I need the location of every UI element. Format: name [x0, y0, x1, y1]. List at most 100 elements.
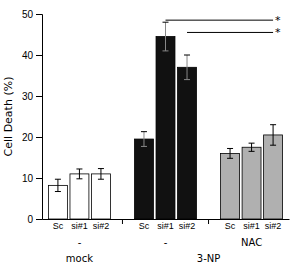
x-axis-line	[43, 219, 290, 220]
group-label: -	[78, 237, 82, 248]
error-bar-stem	[230, 148, 231, 158]
bar	[242, 147, 261, 219]
bar	[264, 135, 283, 219]
error-bar-stem	[187, 55, 188, 80]
x-tick-label: si#1	[243, 221, 260, 231]
group-label: -	[164, 237, 168, 248]
x-tick: si#2	[93, 219, 110, 231]
x-tick-label: si#1	[157, 221, 174, 231]
group-title: mock	[66, 253, 93, 264]
error-bar-stem	[273, 125, 274, 146]
error-bar-cap	[249, 143, 255, 144]
error-bar	[249, 143, 255, 151]
x-tick: si#1	[157, 219, 174, 231]
bar	[135, 139, 154, 219]
error-bar-stem	[57, 179, 58, 191]
x-tick-label: si#1	[71, 221, 88, 231]
x-tick-label: Sc	[225, 221, 236, 231]
error-bar-cap	[98, 179, 104, 180]
chart-container: 0 10 20 30 40 50 Cell Death (%) Sc si#1 si#2 Sc si#…	[0, 0, 301, 277]
significance-label: *	[275, 14, 281, 27]
error-bar	[98, 169, 104, 180]
y-axis: 0 10 20 30 40 50	[22, 9, 43, 225]
x-tick: si#1	[243, 219, 260, 231]
error-bar-stem	[79, 169, 80, 179]
group-labels: - - NAC	[78, 237, 263, 248]
y-tick-label: 30	[22, 91, 34, 102]
y-tick: 40	[22, 50, 42, 61]
x-tick-label: Sc	[139, 221, 150, 231]
y-tick-mark	[36, 14, 42, 15]
error-bar-cap	[76, 178, 82, 179]
group-divider	[208, 219, 209, 224]
significance-line	[187, 32, 273, 33]
x-tick: si#2	[265, 219, 282, 231]
error-bar-cap	[141, 146, 147, 147]
error-bar-cap	[270, 145, 276, 146]
error-bar	[270, 125, 276, 146]
x-tick: Sc	[139, 219, 150, 231]
x-tick: Sc	[53, 219, 64, 231]
error-bar-cap	[141, 131, 147, 132]
error-bar	[141, 132, 147, 147]
error-bar	[163, 22, 169, 51]
x-tick-label: Sc	[53, 221, 64, 231]
y-tick: 10	[22, 173, 42, 184]
significance-label: *	[275, 26, 281, 39]
y-tick-mark	[36, 219, 42, 220]
group-dividers	[122, 219, 208, 224]
x-axis: Sc si#1 si#2 Sc si#1 si#2 Sc si#1 si#2	[43, 219, 290, 231]
y-tick-mark	[36, 137, 42, 138]
x-tick-label: si#2	[93, 221, 110, 231]
significance-line	[166, 20, 274, 21]
x-tick-label: si#2	[179, 221, 196, 231]
marks	[48, 22, 282, 219]
y-axis-line	[36, 15, 43, 220]
bar	[156, 37, 175, 219]
y-tick-label: 40	[22, 50, 34, 61]
error-bar	[55, 179, 61, 191]
error-bar-cap	[184, 55, 190, 56]
y-tick: 30	[22, 91, 42, 102]
error-bar-cap	[270, 124, 276, 125]
x-tick: si#2	[179, 219, 196, 231]
error-bar-stem	[100, 169, 101, 180]
y-tick-label: 0	[27, 214, 33, 225]
y-tick: 0	[27, 214, 42, 225]
group-divider	[122, 219, 123, 224]
group-label: NAC	[241, 237, 262, 248]
error-bar-cap	[163, 50, 169, 51]
error-bar-cap	[55, 191, 61, 192]
bar	[70, 174, 89, 219]
y-tick-mark	[36, 55, 42, 56]
chart-svg: 0 10 20 30 40 50 Cell Death (%) Sc si#1 si#2 Sc si#…	[0, 0, 301, 277]
error-bar-cap	[249, 151, 255, 152]
error-bar	[76, 169, 82, 179]
error-bar-cap	[55, 179, 61, 180]
y-tick-label: 50	[22, 9, 34, 20]
y-tick-label: 20	[22, 132, 34, 143]
y-tick: 50	[22, 9, 42, 20]
bar	[91, 174, 110, 219]
error-bar-cap	[98, 168, 104, 169]
error-bar-cap	[227, 148, 233, 149]
x-tick-label: si#2	[265, 221, 282, 231]
y-tick-label: 10	[22, 173, 34, 184]
error-bar-stem	[143, 132, 144, 147]
y-tick: 20	[22, 132, 42, 143]
x-tick: si#1	[71, 219, 88, 231]
y-axis-title: Cell Death (%)	[2, 77, 15, 157]
error-bar	[227, 148, 233, 158]
error-bar-cap	[76, 168, 82, 169]
bar	[178, 67, 197, 219]
y-tick-mark	[36, 96, 42, 97]
error-bar	[184, 55, 190, 80]
group-titles: mock 3-NP	[66, 253, 220, 264]
y-tick-mark	[36, 178, 42, 179]
group-title: 3-NP	[197, 253, 220, 264]
bar	[221, 153, 240, 219]
error-bar-cap	[163, 22, 169, 23]
x-tick: Sc	[225, 219, 236, 231]
error-bar-cap	[227, 158, 233, 159]
annotations: **	[166, 14, 282, 39]
